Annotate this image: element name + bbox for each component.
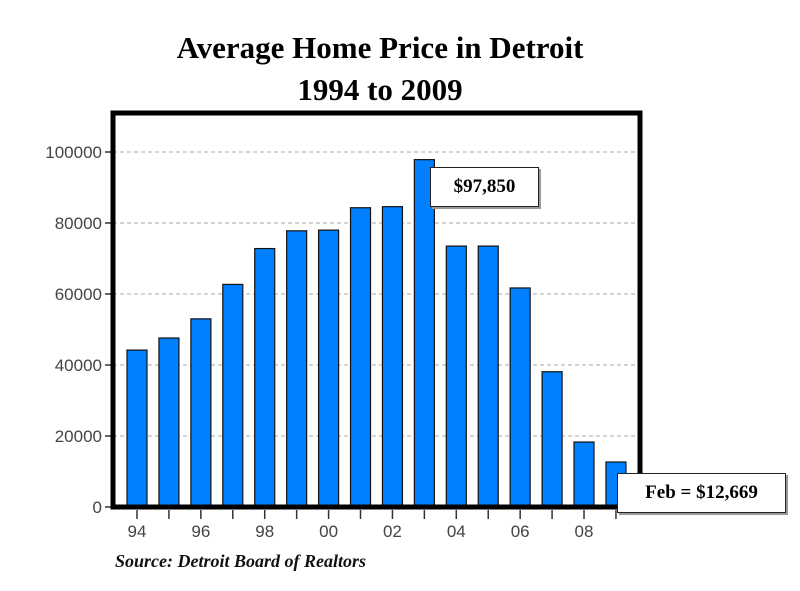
chart-title: Average Home Price in Detroit [176,30,584,65]
y-tick-label: 80000 [55,214,102,233]
x-tick-label: 04 [447,522,466,541]
bar-2004 [445,245,467,508]
y-tick-label: 0 [93,498,102,517]
bar-1995 [158,337,180,508]
source-note: Source: Detroit Board of Realtors [115,551,367,571]
bar-1994 [126,349,148,508]
bar-2001 [349,207,372,508]
bar-2005 [477,245,499,508]
chart-subtitle: 1994 to 2009 [297,72,463,107]
bar-1998 [254,247,276,508]
x-tick-label: 94 [128,522,147,541]
bar-2006 [509,287,531,508]
bar-1996 [190,318,212,508]
plot-frame [110,110,643,510]
x-tick-label: 98 [255,522,274,541]
bar-1997 [222,283,244,508]
y-tick-label: 40000 [55,356,102,375]
bar-1999 [286,230,308,508]
bar-2000 [317,229,340,508]
bar-2002 [381,206,404,508]
x-tick-label: 02 [383,522,402,541]
peak-annotation: $97,850 [430,167,539,207]
y-tick-label: 100000 [45,143,102,162]
bar-2008 [573,441,595,508]
bar-2007 [541,371,563,508]
x-tick-label: 08 [575,522,594,541]
y-tick-label: 20000 [55,427,102,446]
y-tick-label: 60000 [55,285,102,304]
bar-2003 [413,159,435,508]
x-tick-label: 06 [511,522,530,541]
x-tick-label: 96 [191,522,210,541]
x-tick-label: 00 [319,522,338,541]
latest-annotation: Feb = $12,669 [617,473,786,513]
